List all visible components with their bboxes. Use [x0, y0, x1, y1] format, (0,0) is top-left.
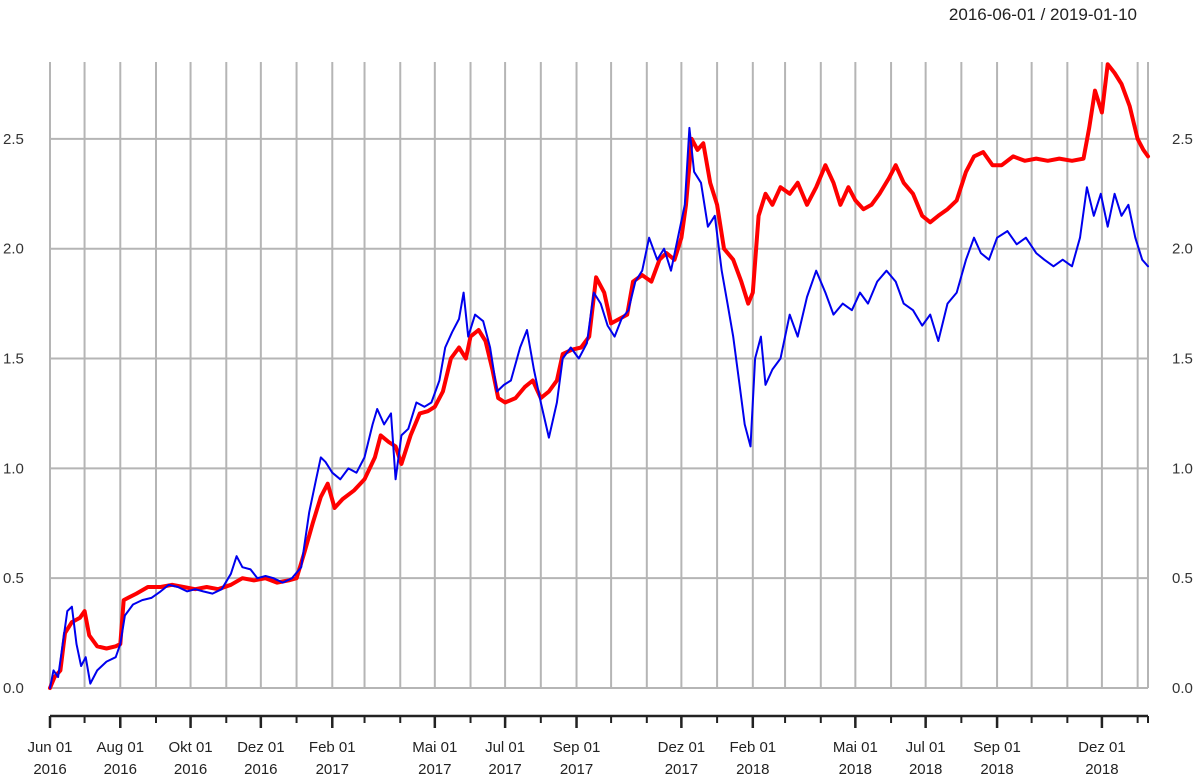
x-tick-label-month: Dez 01	[237, 739, 285, 756]
y-tick-label-left: 1.5	[3, 351, 24, 368]
x-tick-label-month: Dez 01	[658, 739, 706, 756]
x-tick-label-year: 2017	[488, 761, 521, 778]
series-lines	[48, 62, 1150, 690]
y-tick-label-right: 2.5	[1172, 131, 1193, 148]
x-tick-label-month: Okt 01	[168, 739, 212, 756]
y-tick-label-right: 0.5	[1172, 570, 1193, 587]
x-tick-label-year: 2017	[418, 761, 451, 778]
x-tick-label-year: 2018	[909, 761, 942, 778]
series-line-2	[49, 126, 1149, 689]
x-tick-label-month: Jun 01	[27, 739, 72, 756]
y-tick-label-left: 2.0	[3, 241, 24, 258]
y-axis-right: 0.0 0.5 1.0 1.5 2.0 2.5	[1172, 131, 1193, 697]
y-tick-label-right: 1.5	[1172, 351, 1193, 368]
y-tick-label-left: 0.0	[3, 680, 24, 697]
y-tick-label-left: 1.0	[3, 460, 24, 477]
x-tick-label-month: Jul 01	[906, 739, 946, 756]
x-tick-label-year: 2018	[1085, 761, 1118, 778]
y-tick-label-right: 0.0	[1172, 680, 1193, 697]
x-tick-label-month: Mai 01	[833, 739, 878, 756]
x-tick-label-year: 2016	[33, 761, 66, 778]
x-tick-label-year: 2017	[560, 761, 593, 778]
x-tick-label-month: Mai 01	[412, 739, 457, 756]
x-tick-label-month: Feb 01	[309, 739, 356, 756]
y-tick-label-right: 2.0	[1172, 241, 1193, 258]
x-tick-label-year: 2016	[174, 761, 207, 778]
y-tick-label-left: 2.5	[3, 131, 24, 148]
x-tick-label-year: 2016	[244, 761, 277, 778]
y-axis-left: 0.0 0.5 1.0 1.5 2.0 2.5	[3, 131, 24, 697]
x-tick-label-year: 2018	[736, 761, 769, 778]
y-tick-label-left: 0.5	[3, 570, 24, 587]
x-tick-label-month: Feb 01	[729, 739, 776, 756]
x-tick-label-year: 2018	[980, 761, 1013, 778]
date-range-label: 2016-06-01 / 2019-01-10	[949, 5, 1137, 24]
series-line-1	[48, 62, 1150, 690]
x-tick-label-month: Dez 01	[1078, 739, 1126, 756]
grid-lines	[49, 62, 1149, 689]
y-tick-label-right: 1.0	[1172, 460, 1193, 477]
x-tick-label-year: 2016	[104, 761, 137, 778]
x-axis: Jun 01 2016 Aug 01 2016 Okt 01 2016 Dez 01 2016…	[27, 714, 1149, 778]
x-tick-label-month: Aug 01	[97, 739, 145, 756]
x-tick-label-year: 2017	[316, 761, 349, 778]
x-tick-label-month: Jul 01	[485, 739, 525, 756]
x-tick-label-month: Sep 01	[973, 739, 1021, 756]
x-tick-label-year: 2018	[839, 761, 872, 778]
x-tick-label-year: 2017	[665, 761, 698, 778]
x-tick-label-month: Sep 01	[553, 739, 601, 756]
